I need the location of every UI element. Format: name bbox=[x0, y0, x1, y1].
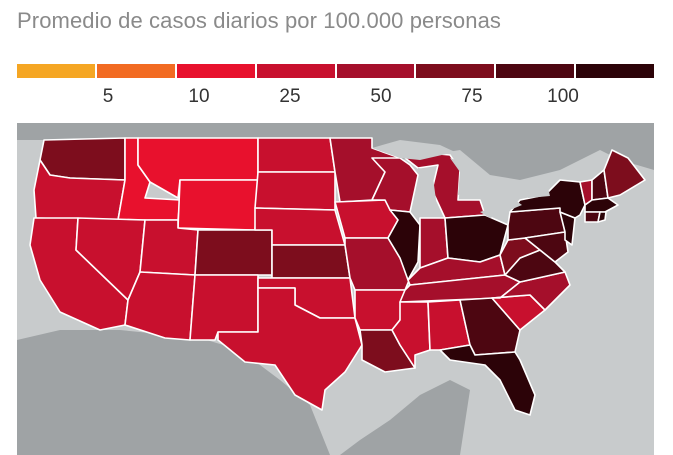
us-map bbox=[17, 123, 654, 455]
lake-huron bbox=[450, 158, 472, 195]
lake-erie bbox=[480, 200, 522, 218]
legend-swatch-1 bbox=[17, 64, 97, 78]
lake-michigan bbox=[418, 168, 436, 215]
state-fl bbox=[439, 344, 536, 416]
color-legend bbox=[17, 64, 654, 78]
legend-swatch-8 bbox=[576, 64, 654, 78]
state-nd bbox=[257, 137, 336, 173]
state-sd bbox=[254, 171, 336, 211]
legend-swatch-7 bbox=[496, 64, 577, 78]
state-shapes bbox=[29, 137, 646, 416]
chart-title: Promedio de casos diarios por 100.000 pe… bbox=[17, 8, 502, 33]
state-co bbox=[194, 229, 273, 276]
map-land-mexico-east bbox=[340, 380, 470, 455]
legend-ticks: 5 10 25 50 75 100 bbox=[0, 86, 673, 112]
state-md bbox=[524, 231, 569, 263]
great-lakes bbox=[372, 140, 550, 218]
state-ri bbox=[597, 211, 607, 223]
lake-superior bbox=[372, 140, 455, 160]
legend-tick-label: 10 bbox=[188, 86, 210, 107]
legend-swatch-5 bbox=[336, 64, 417, 78]
legend-swatch-3 bbox=[176, 64, 257, 78]
legend-tick-label: 50 bbox=[370, 86, 392, 107]
state-wy bbox=[177, 179, 259, 231]
legend-swatch-4 bbox=[256, 64, 337, 78]
state-nm bbox=[189, 274, 259, 341]
legend-tick-label: 75 bbox=[461, 86, 483, 107]
legend-swatch-6 bbox=[416, 64, 497, 78]
lake-ontario bbox=[525, 188, 550, 198]
state-wa bbox=[39, 137, 126, 181]
legend-swatch-2 bbox=[96, 64, 177, 78]
legend-tick-label: 25 bbox=[279, 86, 301, 107]
legend-tick-label: 100 bbox=[547, 86, 579, 107]
state-tx bbox=[217, 287, 363, 411]
state-ks bbox=[271, 244, 351, 279]
legend-tick-label: 5 bbox=[102, 86, 114, 107]
